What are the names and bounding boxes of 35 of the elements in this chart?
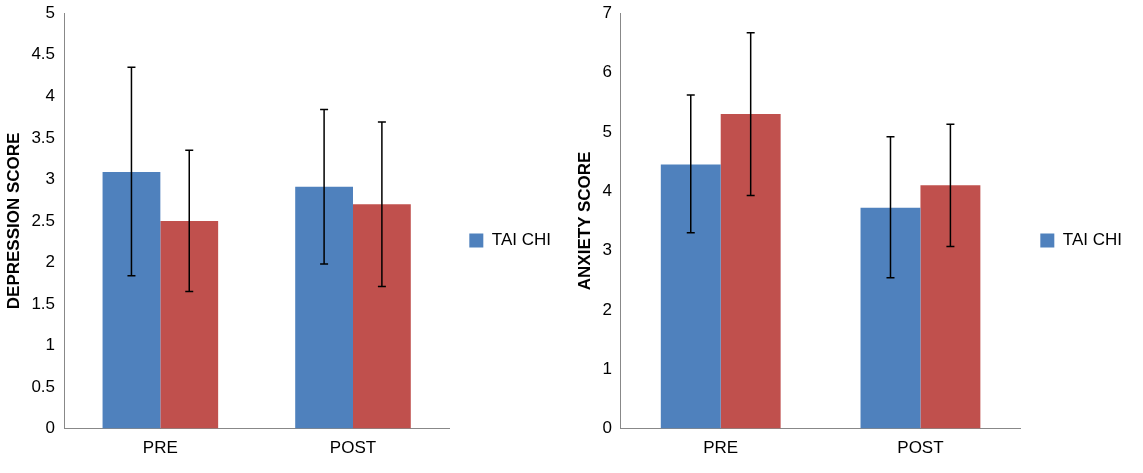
- y-tick-label: 4.5: [31, 44, 56, 64]
- y-tick-label: 2.5: [31, 210, 56, 230]
- y-axis-title: ANXIETY SCORE: [574, 151, 594, 291]
- bar: [920, 185, 981, 429]
- x-tick-label: POST: [897, 438, 944, 458]
- y-tick-label: 0: [45, 418, 56, 438]
- bar: [660, 164, 721, 429]
- y-tick-label: 5: [602, 121, 612, 141]
- y-tick-label: 1: [45, 335, 56, 355]
- y-tick-label: 3: [602, 240, 612, 260]
- x-tick-label: PRE: [142, 438, 178, 458]
- bar: [295, 186, 353, 429]
- y-tick-label: 0: [602, 418, 612, 438]
- y-tick-label: 4: [45, 85, 56, 105]
- x-tick-label: PRE: [703, 438, 739, 458]
- y-tick-label: 0.5: [31, 376, 56, 396]
- bar: [860, 207, 921, 429]
- y-tick-label: 5: [45, 2, 56, 22]
- y-axis-title: DEPRESSION SCORE: [3, 132, 23, 310]
- y-tick-label: 4: [602, 180, 612, 200]
- bar: [102, 171, 161, 429]
- y-tick-label: 2: [602, 299, 612, 319]
- bar: [353, 204, 411, 429]
- y-tick-label: 1.5: [31, 293, 56, 313]
- bar: [160, 220, 219, 429]
- y-tick-label: 3: [45, 169, 56, 189]
- y-tick-label: 6: [602, 62, 612, 82]
- y-tick-label: 1: [602, 358, 612, 378]
- x-tick-label: POST: [329, 438, 377, 458]
- legend-label: TAI CHI: [1062, 230, 1122, 250]
- y-tick-label: 3.5: [31, 127, 56, 147]
- y-tick-label: 2: [45, 252, 56, 272]
- legend-label: TAI CHI: [491, 230, 551, 250]
- y-tick-label: 7: [602, 2, 612, 22]
- bar: [720, 114, 781, 429]
